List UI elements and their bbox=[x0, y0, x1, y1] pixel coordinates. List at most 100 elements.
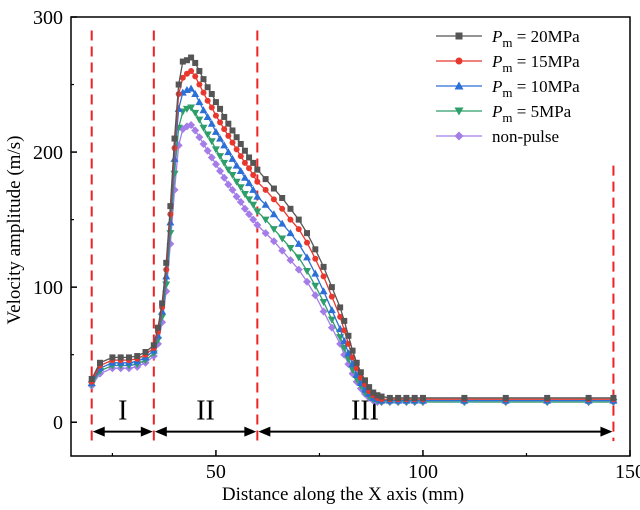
data-point bbox=[224, 166, 233, 174]
data-point bbox=[216, 134, 225, 142]
data-point bbox=[233, 134, 240, 141]
data-point bbox=[154, 324, 161, 331]
data-point bbox=[212, 112, 219, 119]
legend-label: Pm = 20MPa bbox=[491, 27, 580, 50]
data-point bbox=[175, 90, 182, 97]
data-point bbox=[232, 192, 241, 201]
data-point bbox=[195, 98, 204, 106]
data-point bbox=[229, 139, 236, 146]
data-point bbox=[203, 146, 212, 155]
plot-frame bbox=[70, 16, 631, 457]
y-tick-label: 300 bbox=[33, 7, 63, 29]
data-point bbox=[411, 394, 418, 401]
data-point bbox=[370, 389, 377, 396]
data-point bbox=[232, 178, 241, 186]
data-point bbox=[211, 160, 220, 169]
data-point bbox=[109, 354, 116, 361]
legend-marker bbox=[455, 57, 463, 65]
data-point bbox=[179, 74, 186, 81]
data-point bbox=[207, 138, 216, 146]
data-point bbox=[585, 394, 592, 401]
data-point bbox=[245, 210, 254, 219]
x-tick-label: 50 bbox=[206, 461, 226, 483]
data-point bbox=[237, 153, 244, 160]
data-point bbox=[171, 135, 178, 142]
data-point bbox=[125, 354, 132, 361]
legend-symbol: P bbox=[491, 27, 502, 46]
data-point bbox=[344, 349, 353, 357]
data-point bbox=[88, 376, 95, 383]
legend-marker bbox=[454, 81, 464, 90]
data-point bbox=[199, 106, 208, 114]
data-point bbox=[175, 81, 182, 88]
data-point bbox=[221, 126, 228, 133]
data-point bbox=[191, 109, 200, 117]
data-point bbox=[287, 205, 294, 212]
data-point bbox=[253, 221, 262, 230]
data-point bbox=[345, 332, 352, 339]
data-point bbox=[159, 300, 166, 307]
data-point bbox=[610, 394, 617, 401]
y-tick-label: 0 bbox=[53, 412, 63, 434]
legend-subscript: m bbox=[502, 35, 512, 50]
legend-label: non-pulse bbox=[492, 127, 559, 146]
data-point bbox=[188, 68, 195, 75]
data-point bbox=[279, 205, 286, 212]
data-point bbox=[204, 84, 211, 91]
data-point bbox=[236, 184, 245, 192]
data-point bbox=[220, 141, 229, 149]
data-point bbox=[232, 161, 241, 169]
y-tick-label: 100 bbox=[33, 277, 63, 299]
data-point bbox=[261, 229, 270, 238]
data-point bbox=[236, 198, 245, 207]
data-point bbox=[254, 166, 261, 173]
data-point bbox=[374, 392, 381, 399]
data-point bbox=[303, 253, 312, 261]
legend-symbol: P bbox=[491, 77, 502, 96]
data-point bbox=[228, 185, 237, 194]
data-point bbox=[327, 316, 336, 324]
data-point bbox=[224, 180, 233, 189]
data-point bbox=[208, 104, 215, 111]
data-point bbox=[163, 259, 170, 266]
data-point bbox=[294, 265, 303, 274]
data-point bbox=[353, 359, 360, 366]
data-point bbox=[246, 154, 253, 161]
data-point bbox=[278, 235, 287, 243]
legend-value: = 15MPa bbox=[513, 52, 581, 71]
data-point bbox=[249, 185, 258, 193]
data-point bbox=[187, 121, 196, 130]
data-point bbox=[361, 377, 368, 384]
data-point bbox=[403, 394, 410, 401]
data-point bbox=[249, 215, 258, 224]
data-point bbox=[294, 254, 303, 262]
data-point bbox=[337, 304, 344, 311]
data-point bbox=[217, 105, 224, 112]
data-point bbox=[311, 291, 320, 300]
region-label: I bbox=[118, 396, 127, 427]
data-point bbox=[261, 200, 270, 208]
data-point bbox=[278, 246, 287, 255]
legend-marker bbox=[455, 32, 463, 40]
data-point bbox=[240, 204, 249, 213]
data-point bbox=[269, 226, 278, 234]
data-point bbox=[241, 147, 248, 154]
data-point bbox=[262, 186, 269, 193]
data-point bbox=[196, 81, 203, 88]
data-point bbox=[203, 112, 212, 120]
data-point bbox=[319, 287, 328, 295]
data-point bbox=[245, 196, 254, 204]
region-arrow-head-left bbox=[258, 426, 271, 437]
data-point bbox=[187, 104, 196, 112]
data-point bbox=[208, 90, 215, 97]
legend-value: = 5MPa bbox=[513, 102, 572, 121]
region-arrow-head-right bbox=[140, 426, 153, 437]
data-point bbox=[366, 384, 373, 391]
data-point bbox=[142, 348, 149, 355]
data-point bbox=[174, 104, 183, 112]
data-point bbox=[211, 146, 220, 154]
legend-label: Pm = 15MPa bbox=[491, 52, 580, 75]
x-tick-label: 150 bbox=[615, 461, 640, 483]
data-point bbox=[211, 127, 220, 135]
data-point bbox=[225, 132, 232, 139]
